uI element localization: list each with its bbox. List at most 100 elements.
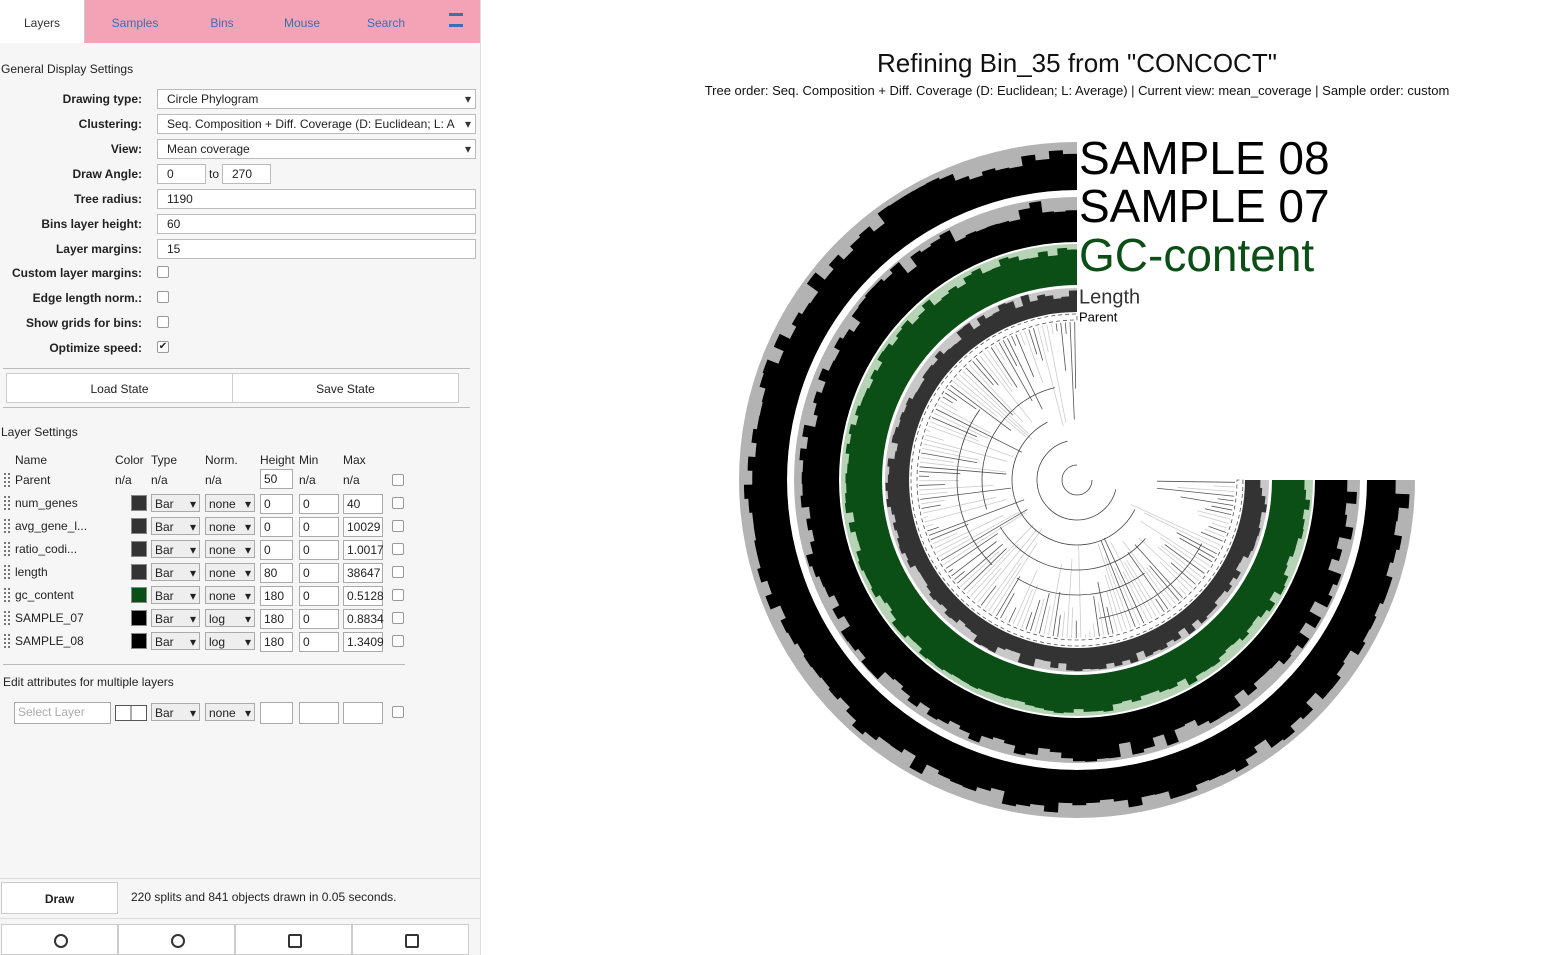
norm-select[interactable]: log (205, 609, 255, 628)
tree-leaf (965, 367, 1014, 416)
norm-select[interactable]: none (205, 703, 255, 722)
layer-select[interactable]: Select Layer (14, 702, 111, 724)
min-input[interactable]: 0 (299, 632, 339, 652)
min-input[interactable]: 0 (299, 563, 339, 583)
checkbox[interactable]: ✔ (157, 341, 169, 353)
text-input[interactable]: 1190 (157, 189, 476, 209)
height-input[interactable]: 50 (260, 469, 293, 489)
zoom-in-button[interactable] (1, 924, 118, 955)
checkbox[interactable] (157, 291, 169, 303)
checkbox[interactable] (392, 706, 404, 718)
max-input[interactable]: 1.3409 (343, 632, 384, 652)
tab[interactable]: Bins (210, 16, 234, 30)
type-select[interactable]: Bar (151, 494, 200, 513)
checkbox[interactable] (392, 612, 404, 624)
tree-leaf (1069, 322, 1075, 420)
save-svg-button[interactable] (352, 924, 469, 955)
max-input[interactable]: 0.8834 (343, 609, 384, 629)
text-input[interactable]: 60 (157, 214, 476, 234)
checkbox[interactable] (392, 566, 404, 578)
height-input[interactable]: 180 (260, 609, 293, 629)
norm-select[interactable]: none (205, 563, 255, 582)
tab[interactable]: Layers (0, 0, 85, 43)
tree-leaf (921, 504, 941, 509)
state-button[interactable]: Save State (232, 373, 459, 403)
type-select[interactable]: Bar (151, 609, 200, 628)
type-select[interactable]: Bar (151, 563, 200, 582)
tree-leaf (1211, 505, 1233, 511)
max-input[interactable]: 1.0017 (343, 540, 384, 560)
norm-select[interactable]: none (205, 494, 255, 513)
type-select[interactable]: Bar (151, 703, 200, 722)
type-select[interactable]: Bar (151, 540, 200, 559)
height-input[interactable]: 0 (260, 540, 293, 560)
height-input[interactable]: 0 (260, 517, 293, 537)
norm-select[interactable]: none (205, 540, 255, 559)
min-input[interactable]: 0 (299, 609, 339, 629)
color-pick[interactable] (115, 705, 147, 721)
checkbox[interactable] (157, 266, 169, 278)
color-swatch[interactable] (131, 541, 147, 557)
height-input[interactable]: 180 (260, 632, 293, 652)
max-input[interactable]: 0.5128 (343, 586, 384, 606)
tree-leaf (1164, 544, 1205, 574)
tree-leaf (926, 430, 931, 432)
tree-leaf (963, 548, 1007, 591)
max-input[interactable]: 38647 (343, 563, 383, 583)
type-select[interactable]: Bar (151, 586, 200, 605)
height-input[interactable]: 80 (260, 563, 293, 583)
field-label: Tree radius: (73, 192, 142, 206)
select[interactable]: Mean coverage (157, 139, 476, 159)
tree-branch (956, 409, 993, 566)
field-label: Custom layer margins: (11, 266, 142, 280)
checkbox[interactable] (392, 635, 404, 647)
text-input[interactable]: 270 (222, 164, 271, 184)
menu-icon[interactable] (449, 13, 463, 27)
norm-select[interactable]: none (205, 586, 255, 605)
multi-input[interactable] (343, 702, 383, 724)
norm-select[interactable]: log (205, 632, 255, 651)
tree-leaf (953, 381, 998, 418)
checkbox[interactable] (392, 543, 404, 555)
max-input[interactable]: 10029 (343, 517, 383, 537)
checkbox[interactable] (392, 474, 404, 486)
checkbox[interactable] (392, 497, 404, 509)
max-input[interactable]: 40 (343, 494, 383, 514)
tree-leaf (1021, 584, 1039, 629)
tree-branch (1016, 572, 1145, 596)
select[interactable]: Seq. Composition + Diff. Coverage (D: Eu… (157, 114, 476, 134)
select[interactable]: Circle Phylogram (157, 89, 476, 109)
norm-select[interactable]: none (205, 517, 255, 536)
text-input[interactable]: 15 (157, 239, 476, 259)
layer-name: ratio_codi... (15, 542, 78, 556)
min-input[interactable]: 0 (299, 494, 339, 514)
color-swatch[interactable] (131, 495, 147, 511)
color-swatch[interactable] (131, 587, 147, 603)
type-select[interactable]: Bar (151, 632, 200, 651)
multi-input[interactable] (299, 702, 339, 724)
state-button[interactable]: Load State (6, 373, 233, 403)
center-button[interactable] (235, 924, 352, 955)
tab[interactable]: Mouse (283, 16, 321, 30)
zoom-out-button[interactable] (118, 924, 235, 955)
tree-leaf (935, 408, 1023, 453)
min-input[interactable]: 0 (299, 540, 339, 560)
color-swatch[interactable] (131, 633, 147, 649)
min-input[interactable]: 0 (299, 517, 339, 537)
height-input[interactable]: 180 (260, 586, 293, 606)
multi-input[interactable] (260, 702, 293, 724)
checkbox[interactable] (157, 316, 169, 328)
min-input[interactable]: 0 (299, 586, 339, 606)
tree-leaf (1114, 567, 1140, 626)
checkbox[interactable] (392, 520, 404, 532)
checkbox[interactable] (392, 589, 404, 601)
type-select[interactable]: Bar (151, 517, 200, 536)
tab[interactable]: Samples (111, 16, 159, 30)
text-input[interactable]: 0 (157, 164, 206, 184)
tab[interactable]: Search (366, 16, 406, 30)
color-swatch[interactable] (131, 518, 147, 534)
color-swatch[interactable] (131, 564, 147, 580)
height-input[interactable]: 0 (260, 494, 293, 514)
draw-button[interactable]: Draw (1, 882, 118, 914)
color-swatch[interactable] (131, 610, 147, 626)
